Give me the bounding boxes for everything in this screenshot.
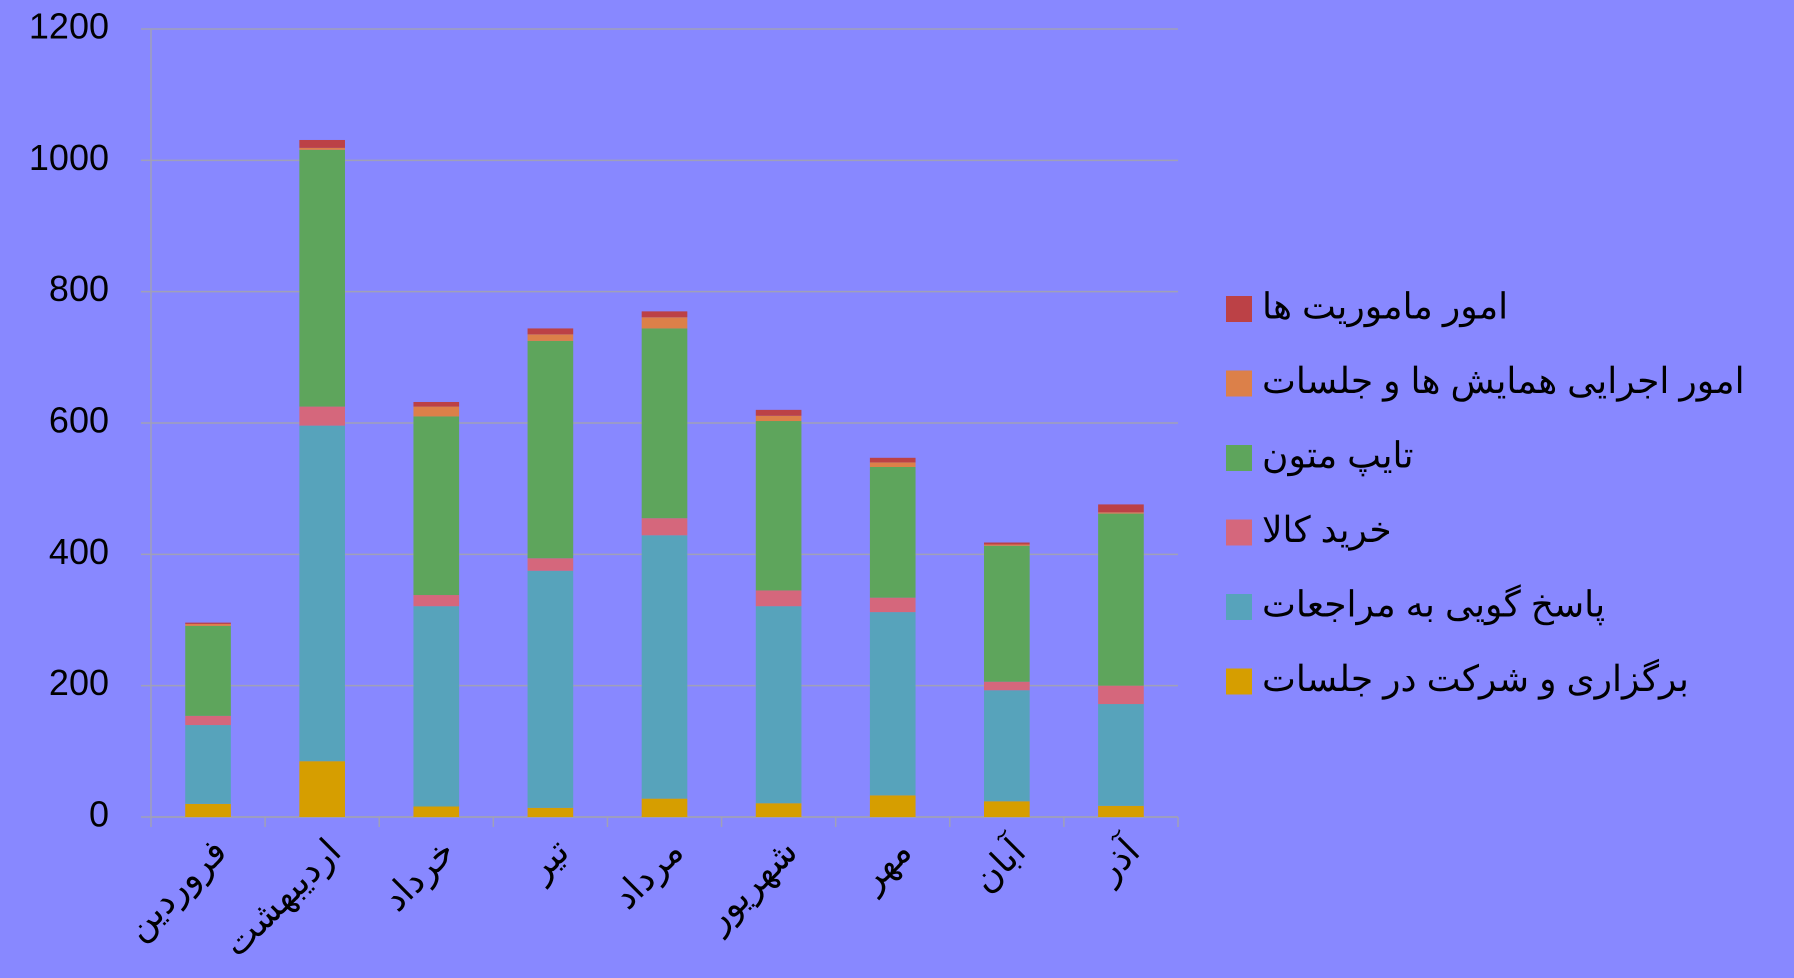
legend-swatch: [1226, 594, 1252, 620]
bar-segment: [641, 317, 688, 329]
x-tick-label: اردیبهشت: [215, 830, 350, 965]
bar-segment: [185, 715, 231, 726]
x-tick-label: فروردین: [117, 830, 235, 948]
y-tick-label: 800: [49, 268, 109, 309]
bar-segment: [413, 606, 460, 807]
y-tick-label: 1200: [29, 6, 109, 47]
legend-label: تایپ متون: [1262, 435, 1414, 477]
bar-segment: [527, 558, 574, 571]
bar-segment: [185, 803, 231, 817]
bar-segment: [984, 542, 1030, 545]
legend-label: برگزاری و شرکت در جلسات: [1262, 658, 1689, 700]
bar-segment: [1098, 512, 1144, 514]
bar-segment: [869, 462, 916, 467]
bar-segment: [984, 544, 1030, 546]
bar-segment: [1098, 704, 1144, 806]
bar-segment: [755, 590, 802, 607]
y-tick-label: 600: [49, 400, 109, 441]
x-tick-label: مهر: [849, 830, 920, 901]
x-tick-label: مرداد: [604, 830, 691, 917]
bar-segment: [299, 147, 345, 150]
x-tick-label: آذر: [1086, 828, 1150, 892]
bar-segment: [413, 806, 460, 817]
bar-segment: [299, 149, 345, 407]
legend-swatch: [1226, 668, 1252, 695]
bar-segment: [299, 761, 345, 817]
bar-segment: [984, 690, 1030, 802]
bar-segment: [869, 597, 916, 613]
bar-segment: [299, 406, 345, 426]
bar-segment: [413, 416, 460, 596]
bar-segment: [185, 622, 231, 624]
bar-segment: [413, 595, 460, 607]
bar-segment: [413, 406, 460, 417]
x-tick-label: آبان: [963, 828, 1035, 900]
legend-swatch: [1226, 296, 1252, 322]
y-tick-label: 0: [89, 794, 109, 835]
bar-segment: [641, 798, 688, 817]
legend-label: امور ماموریت ها: [1262, 286, 1508, 328]
bar-segment: [413, 401, 460, 407]
bar-segment: [527, 334, 574, 341]
bar-segment: [1098, 504, 1144, 513]
y-tick-label: 200: [49, 662, 109, 703]
bar-segment: [185, 725, 231, 804]
bar-segment: [755, 415, 802, 422]
bar-segment: [527, 340, 574, 559]
bar-segment: [299, 139, 345, 148]
bar-segment: [641, 518, 688, 536]
bar-segment: [869, 466, 916, 598]
legend-label: امور اجرایی همایش ها و جلسات: [1262, 360, 1745, 402]
bar-segment: [869, 795, 916, 817]
legend-swatch: [1226, 370, 1252, 397]
legend-label: خرید کالا: [1262, 509, 1392, 551]
x-tick-label: تیر: [518, 830, 578, 890]
legend-swatch: [1226, 445, 1252, 471]
bar-segment: [869, 457, 916, 463]
bar-segment: [755, 421, 802, 591]
x-tick-label: خرداد: [374, 830, 463, 919]
bar-segment: [185, 625, 231, 716]
legend-label: پاسخ گویی به مراجعات: [1262, 584, 1605, 626]
bar-segment: [755, 606, 802, 804]
bar-segment: [641, 311, 688, 318]
bar-segment: [984, 545, 1030, 682]
bar-segment: [1098, 513, 1144, 686]
bar-segment: [299, 425, 345, 762]
bar-segment: [641, 328, 688, 519]
bar-segment: [755, 803, 802, 817]
y-tick-label: 1000: [29, 137, 109, 178]
bar-segment: [984, 681, 1030, 691]
bar-segment: [641, 535, 688, 799]
x-tick-label: شهریور: [695, 830, 806, 941]
bar-segment: [984, 801, 1030, 817]
bar-segment: [527, 328, 574, 335]
y-tick-label: 400: [49, 531, 109, 572]
bar-segment: [1098, 805, 1144, 817]
bar-segment: [527, 570, 574, 808]
bar-segment: [1098, 685, 1144, 705]
bar-segment: [755, 409, 802, 416]
bar-segment: [527, 807, 574, 817]
bar-segment: [869, 612, 916, 796]
bar-segment: [185, 623, 231, 626]
legend-swatch: [1226, 519, 1252, 546]
